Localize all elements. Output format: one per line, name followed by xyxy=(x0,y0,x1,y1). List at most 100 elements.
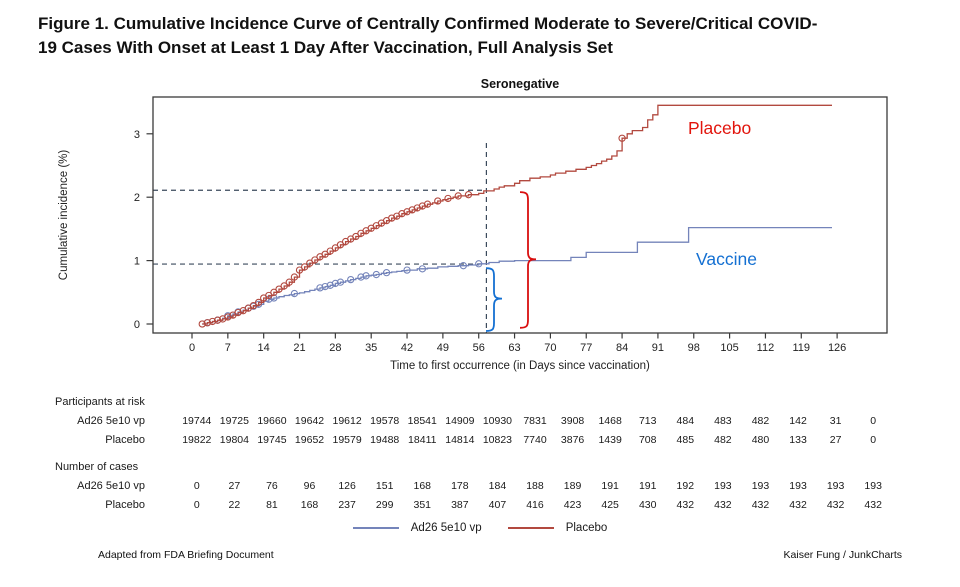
table-cell: 19488 xyxy=(370,434,400,446)
table-cell: 193 xyxy=(714,480,732,492)
table-row-label: Placebo xyxy=(105,499,145,511)
table-cell: 19804 xyxy=(219,434,249,446)
table-row: 19822 19804 19745 19652 19579 19488 18411 14814… xyxy=(178,434,892,446)
table-cell: 31 xyxy=(829,415,842,427)
table-cell: 19744 xyxy=(182,415,212,427)
table-cell: 425 xyxy=(601,499,619,511)
table-cell: 3876 xyxy=(560,434,585,446)
table-cell: 19612 xyxy=(332,415,362,427)
table-cell: 126 xyxy=(338,480,356,492)
table-cell: 22 xyxy=(228,499,241,511)
table-cell: 3908 xyxy=(560,415,585,427)
table-cell: 299 xyxy=(375,499,394,511)
credit-note: Kaiser Fung / JunkCharts xyxy=(783,549,902,561)
table-cell: 193 xyxy=(751,480,770,492)
table-cell: 193 xyxy=(864,480,882,492)
table-cell: 423 xyxy=(563,499,582,511)
table-cell: 0 xyxy=(870,415,877,427)
table-cell: 708 xyxy=(638,434,657,446)
table-cell: 19642 xyxy=(294,415,325,427)
legend-item-vaccine: Ad26 5e10 vp xyxy=(352,522,482,534)
table-cell: 168 xyxy=(413,480,432,492)
table-cell: 193 xyxy=(826,480,845,492)
table-cell: 168 xyxy=(300,499,319,511)
table-cell: 430 xyxy=(638,499,657,511)
table-cell: 193 xyxy=(789,480,807,492)
table-row-label: Ad26 5e10 vp xyxy=(77,480,145,492)
table-cell: 480 xyxy=(751,434,770,446)
table-cell: 27 xyxy=(829,434,842,446)
table-cell: 191 xyxy=(601,480,619,492)
table-cell: 19652 xyxy=(294,434,325,446)
table-cell: 483 xyxy=(714,415,732,427)
table-cell: 0 xyxy=(193,499,200,511)
legend-label-vaccine: Ad26 5e10 vp xyxy=(410,522,482,534)
table-cell: 151 xyxy=(375,480,394,492)
table-title: Number of cases xyxy=(55,461,139,473)
legend-label-placebo: Placebo xyxy=(565,522,608,534)
table-cell: 142 xyxy=(789,415,807,427)
table-cell: 0 xyxy=(870,434,877,446)
table-title: Participants at risk xyxy=(55,396,145,408)
placebo-line-sample xyxy=(507,527,554,529)
table-row-label: Placebo xyxy=(105,434,145,446)
table-cell: 387 xyxy=(451,499,469,511)
table-cell: 18411 xyxy=(408,434,437,446)
table-cell: 191 xyxy=(638,480,657,492)
table-cell: 713 xyxy=(638,415,657,427)
table-cell: 27 xyxy=(228,480,241,492)
table-cell: 188 xyxy=(526,480,544,492)
table-cell: 76 xyxy=(266,480,278,492)
table-cell: 81 xyxy=(266,499,278,511)
table-cell: 189 xyxy=(563,480,582,492)
table-cell: 19745 xyxy=(257,434,287,446)
table-row-label: Ad26 5e10 vp xyxy=(77,415,145,427)
table-cell: 351 xyxy=(413,499,432,511)
table-cell: 1439 xyxy=(598,434,622,446)
table-cell: 485 xyxy=(676,434,695,446)
table-cell: 482 xyxy=(751,415,770,427)
table-cell: 7831 xyxy=(523,415,547,427)
table-cell: 432 xyxy=(864,499,882,511)
table-cell: 10930 xyxy=(482,415,513,427)
table-cell: 19579 xyxy=(332,434,362,446)
table-cell: 0 xyxy=(193,480,200,492)
table-cell: 14909 xyxy=(445,415,475,427)
figure-title: Figure 1. Cumulative Incidence Curve of … xyxy=(38,12,943,60)
table-cell: 19578 xyxy=(370,415,400,427)
source-note: Adapted from FDA Briefing Document xyxy=(98,549,274,561)
table-cell: 432 xyxy=(751,499,770,511)
table-cell: 133 xyxy=(789,434,807,446)
table-cell: 1468 xyxy=(598,415,622,427)
table-cell: 432 xyxy=(714,499,732,511)
chart-legend: Ad26 5e10 vp Placebo xyxy=(0,522,960,534)
table-cell: 432 xyxy=(676,499,695,511)
table-cell: 184 xyxy=(488,480,507,492)
table-cell: 18541 xyxy=(407,415,437,427)
table-cell: 19822 xyxy=(182,434,212,446)
table-row: 0 22 81 168 237 299 351 387 407 416 423 425 430 432 43… xyxy=(178,499,892,511)
table-row: 0 27 76 96 126 151 168 178 184 188 189 191 191 192 193… xyxy=(178,480,892,492)
legend-item-placebo: Placebo xyxy=(507,522,608,534)
table-cell: 7740 xyxy=(523,434,547,446)
table-row: 19744 19725 19660 19642 19612 19578 18541 14909… xyxy=(178,415,892,427)
figure-title-line1: Figure 1. Cumulative Incidence Curve of … xyxy=(38,14,818,33)
table-cell: 416 xyxy=(526,499,544,511)
table-cell: 19725 xyxy=(219,415,249,427)
table-cell: 10823 xyxy=(482,434,513,446)
table-cell: 178 xyxy=(451,480,469,492)
table-cell: 96 xyxy=(303,480,316,492)
table-cell: 14814 xyxy=(445,434,475,446)
table-cell: 237 xyxy=(338,499,356,511)
table-cell: 484 xyxy=(676,415,695,427)
figure-title-line2: 19 Cases With Onset at Least 1 Day After… xyxy=(38,38,613,57)
table-cell: 192 xyxy=(676,480,695,492)
table-cell: 19660 xyxy=(257,415,287,427)
table-cell: 432 xyxy=(826,499,845,511)
table-cell: 432 xyxy=(789,499,807,511)
table-cell: 407 xyxy=(488,499,507,511)
vaccine-line-sample xyxy=(352,527,399,529)
table-cell: 482 xyxy=(714,434,732,446)
